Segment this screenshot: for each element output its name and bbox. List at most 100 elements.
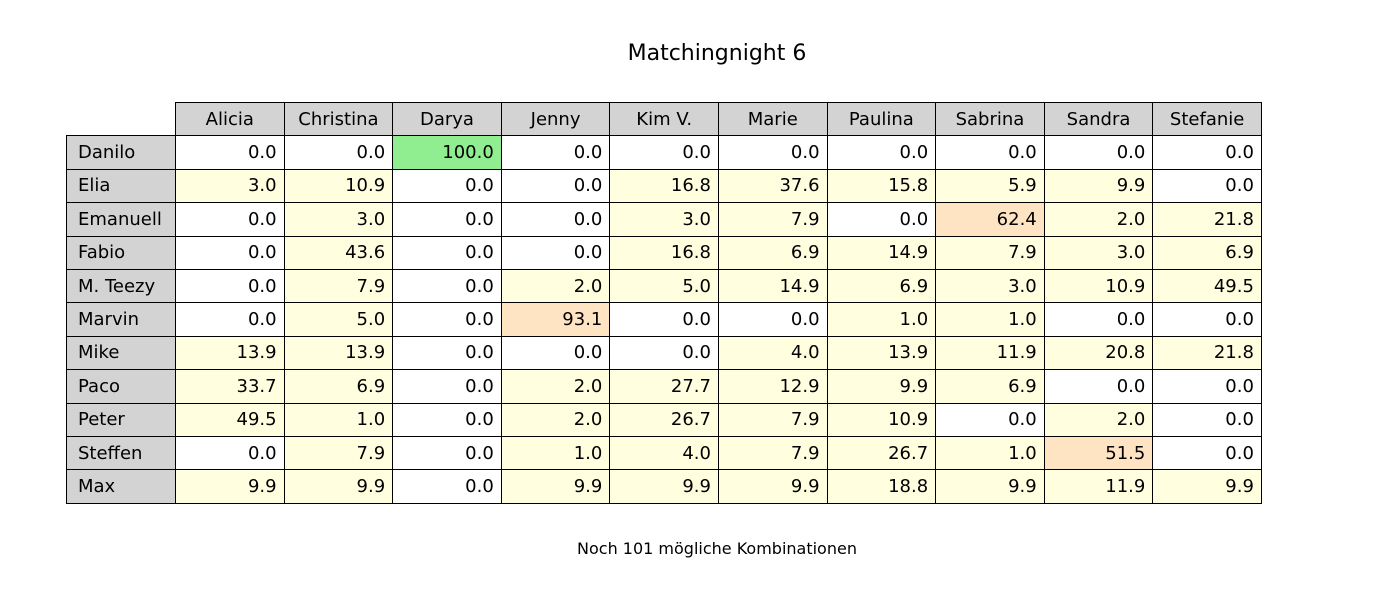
probability-cell: 13.9 — [826, 335, 937, 371]
column-header: Stefanie — [1152, 101, 1262, 137]
probability-cell: 62.4 — [935, 202, 1045, 237]
probability-cell: 0.0 — [392, 302, 502, 337]
column-header: Kim V. — [609, 101, 719, 137]
probability-cell: 20.8 — [1043, 335, 1154, 371]
probability-cell: 0.0 — [392, 369, 502, 404]
probability-cell: 0.0 — [500, 168, 611, 204]
table-row: Steffen 0.0 7.9 0.0 1.0 4.0 7.9 26.7 1.0 51.5 0.0 — [66, 435, 1262, 471]
probability-cell: 9.9 — [1043, 168, 1154, 204]
probability-cell: 0.0 — [392, 402, 502, 437]
probability-cell: 2.0 — [500, 369, 611, 404]
table-row: Danilo 0.0 0.0 100.0 0.0 0.0 0.0 0.0 0.0 0.0 0.0 — [66, 135, 1262, 170]
probability-cell: 13.9 — [175, 335, 285, 371]
probability-cell: 5.0 — [283, 302, 394, 337]
row-header: Mike — [66, 335, 176, 371]
probability-cell: 11.9 — [1043, 469, 1154, 504]
column-header: Sabrina — [935, 101, 1045, 137]
probability-cell: 0.0 — [392, 235, 502, 270]
probability-cell: 26.7 — [826, 435, 937, 471]
probability-cell: 0.0 — [1152, 402, 1262, 437]
probability-cell: 7.9 — [717, 435, 828, 471]
column-header-row: Alicia Christina Darya Jenny Kim V. Marie Paul… — [67, 101, 1262, 137]
probability-cell: 9.9 — [175, 469, 285, 504]
probability-cell: 26.7 — [609, 402, 719, 437]
table-row: Mike 13.9 13.9 0.0 0.0 0.0 4.0 13.9 11.9 20.8 21.8 — [66, 335, 1262, 371]
probability-cell: 14.9 — [717, 268, 828, 304]
table-row: Emanuell 0.0 3.0 0.0 0.0 3.0 7.9 0.0 62.4 2.0 21.8 — [66, 202, 1262, 237]
probability-cell: 6.9 — [1152, 235, 1262, 270]
column-header: Jenny — [500, 101, 611, 137]
probability-cell: 13.9 — [283, 335, 394, 371]
probability-cell: 33.7 — [175, 369, 285, 404]
row-header: Danilo — [66, 135, 176, 170]
column-header: Sandra — [1043, 101, 1154, 137]
probability-cell: 5.0 — [609, 268, 719, 304]
probability-cell: 0.0 — [826, 135, 937, 170]
probability-cell: 0.0 — [500, 335, 611, 371]
probability-cell: 0.0 — [717, 302, 828, 337]
probability-cell: 2.0 — [500, 402, 611, 437]
probability-cell: 0.0 — [392, 268, 502, 304]
probability-cell: 0.0 — [283, 135, 394, 170]
probability-cell: 3.0 — [1043, 235, 1154, 270]
probability-cell: 0.0 — [1152, 135, 1262, 170]
probability-cell: 0.0 — [935, 135, 1045, 170]
probability-cell: 0.0 — [826, 202, 937, 237]
probability-cell: 21.8 — [1152, 202, 1262, 237]
probability-cell: 7.9 — [717, 402, 828, 437]
probability-cell: 18.8 — [826, 469, 937, 504]
probability-cell: 0.0 — [175, 268, 285, 304]
probability-cell: 27.7 — [609, 369, 719, 404]
probability-cell: 100.0 — [392, 135, 502, 170]
probability-cell: 1.0 — [935, 435, 1045, 471]
probability-cell: 7.9 — [935, 235, 1045, 270]
probability-cell: 15.8 — [826, 168, 937, 204]
probability-cell: 0.0 — [175, 435, 285, 471]
probability-cell: 0.0 — [175, 135, 285, 170]
probability-cell: 0.0 — [500, 202, 611, 237]
probability-cell: 51.5 — [1043, 435, 1154, 471]
probability-cell: 16.8 — [609, 168, 719, 204]
probability-cell: 4.0 — [609, 435, 719, 471]
column-header: Alicia — [175, 101, 285, 137]
probability-cell: 9.9 — [717, 469, 828, 504]
probability-cell: 9.9 — [609, 469, 719, 504]
probability-cell: 0.0 — [1043, 302, 1154, 337]
probability-cell: 3.0 — [935, 268, 1045, 304]
row-header: M. Teezy — [66, 268, 176, 304]
probability-cell: 0.0 — [392, 202, 502, 237]
probability-cell: 6.9 — [935, 369, 1045, 404]
probability-cell: 0.0 — [935, 402, 1045, 437]
probability-cell: 0.0 — [392, 435, 502, 471]
column-header: Paulina — [826, 101, 937, 137]
probability-cell: 0.0 — [392, 168, 502, 204]
row-header: Max — [66, 469, 176, 504]
probability-cell: 93.1 — [500, 302, 611, 337]
row-header: Fabio — [66, 235, 176, 270]
probability-cell: 9.9 — [826, 369, 937, 404]
probability-cell: 0.0 — [500, 235, 611, 270]
probability-cell: 0.0 — [175, 202, 285, 237]
table-row: Peter 49.5 1.0 0.0 2.0 26.7 7.9 10.9 0.0 2.0 0.0 — [66, 402, 1262, 437]
probability-cell: 1.0 — [935, 302, 1045, 337]
probability-cell: 7.9 — [283, 268, 394, 304]
column-header: Marie — [717, 101, 828, 137]
table-row: Paco 33.7 6.9 0.0 2.0 27.7 12.9 9.9 6.9 0.0 0.0 — [66, 369, 1262, 404]
probability-cell: 10.9 — [283, 168, 394, 204]
combinations-footnote: Noch 101 mögliche Kombinationen — [577, 539, 857, 558]
probability-cell: 0.0 — [1152, 168, 1262, 204]
probability-cell: 0.0 — [1152, 435, 1262, 471]
probability-cell: 6.9 — [283, 369, 394, 404]
table-corner — [67, 103, 176, 136]
row-header: Emanuell — [66, 202, 176, 237]
probability-cell: 7.9 — [283, 435, 394, 471]
probability-cell: 0.0 — [392, 335, 502, 371]
probability-cell: 37.6 — [717, 168, 828, 204]
probability-cell: 1.0 — [283, 402, 394, 437]
probability-cell: 0.0 — [1043, 135, 1154, 170]
probability-cell: 0.0 — [392, 469, 502, 504]
probability-cell: 49.5 — [1152, 268, 1262, 304]
probability-cell: 2.0 — [1043, 402, 1154, 437]
row-header: Elia — [66, 168, 176, 204]
table-row: Fabio 0.0 43.6 0.0 0.0 16.8 6.9 14.9 7.9 3.0 6.9 — [66, 235, 1262, 270]
